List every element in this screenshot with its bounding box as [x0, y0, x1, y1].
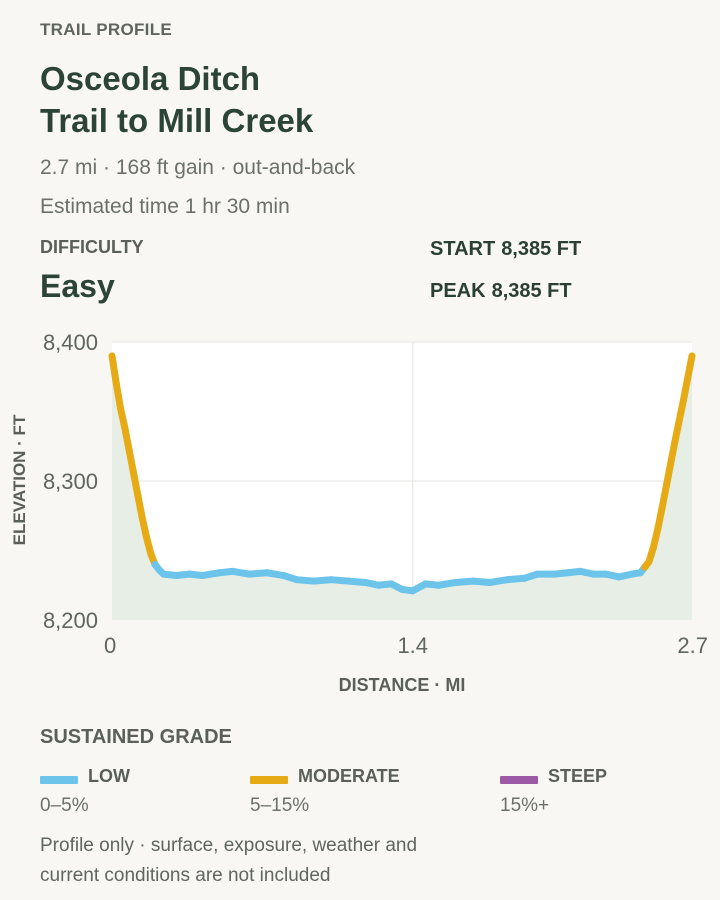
- disclaimer-line-2: current conditions are not included: [40, 865, 331, 886]
- start-label: START: [430, 238, 496, 260]
- legend-range-moderate: 5–15%: [250, 795, 310, 816]
- y-tick-label: 8,300: [43, 469, 98, 494]
- y-tick-label: 8,200: [43, 608, 98, 633]
- difficulty-value: Easy: [40, 268, 115, 304]
- start-elevation: START 8,385 FT: [430, 238, 581, 261]
- peak-value: 8,385 FT: [491, 280, 572, 302]
- profile-segment-moderate: [108, 352, 120, 388]
- profile-segment-moderate: [654, 505, 666, 534]
- legend-swatch-moderate: [250, 776, 288, 784]
- peak-label: PEAK: [430, 280, 486, 302]
- disclaimer-note: Profile only · surface, exposure, weathe…: [40, 831, 480, 891]
- trail-summary: 2.7 mi · 168 ft gain · out-and-back: [40, 156, 356, 179]
- legend-name-steep: STEEP: [548, 766, 608, 786]
- disclaimer-line-1: Profile only · surface, exposure, weathe…: [40, 835, 418, 856]
- profile-segment-moderate: [671, 417, 683, 446]
- profile-segment-moderate: [112, 380, 125, 413]
- profile-segment-moderate: [684, 352, 696, 382]
- profile-segment-moderate: [125, 446, 137, 477]
- trail-title: Osceola Ditch Trail to Mill Creek: [40, 58, 680, 142]
- x-axis-title: DISTANCE · MI: [339, 675, 466, 695]
- elevation-area: [112, 355, 692, 620]
- legend-title: SUSTAINED GRADE: [40, 726, 232, 748]
- profile-segment-moderate: [662, 460, 675, 491]
- legend-range-low: 0–5%: [40, 795, 89, 816]
- profile-segment-moderate: [121, 424, 133, 454]
- x-tick-label: 0: [104, 633, 116, 658]
- y-axis-title: ELEVATION · FT: [10, 414, 29, 545]
- legend-swatch-steep: [500, 776, 538, 784]
- estimated-time: Estimated time 1 hr 30 min: [40, 195, 290, 218]
- y-tick-label: 8,400: [43, 330, 98, 355]
- trail-title-line-1: Osceola Ditch: [40, 60, 261, 97]
- profile-segment-moderate: [129, 469, 142, 499]
- eyebrow-label: TRAIL PROFILE: [40, 20, 173, 39]
- x-tick-label: 2.7: [677, 633, 708, 658]
- profile-segment-moderate: [667, 438, 679, 468]
- peak-elevation: PEAK 8,385 FT: [430, 280, 572, 303]
- legend-name-moderate: MODERATE: [298, 766, 400, 786]
- legend-swatch-low: [40, 776, 78, 784]
- legend-range-steep: 15%+: [500, 795, 550, 816]
- profile-segment-moderate: [134, 491, 146, 521]
- profile-segment-moderate: [679, 374, 692, 404]
- trail-title-line-2: Trail to Mill Creek: [40, 102, 314, 139]
- difficulty-label: DIFFICULTY: [40, 237, 144, 257]
- x-tick-label: 1.4: [397, 633, 428, 658]
- legend-name-low: LOW: [88, 766, 130, 786]
- profile-segment-moderate: [675, 396, 687, 425]
- elevation-chart: 8,200 8,300 8,400 0 1.4 2.7 DISTANCE · MI ELEVA…: [10, 330, 708, 695]
- start-value: 8,385 FT: [501, 238, 582, 260]
- profile-segment-moderate: [658, 483, 670, 513]
